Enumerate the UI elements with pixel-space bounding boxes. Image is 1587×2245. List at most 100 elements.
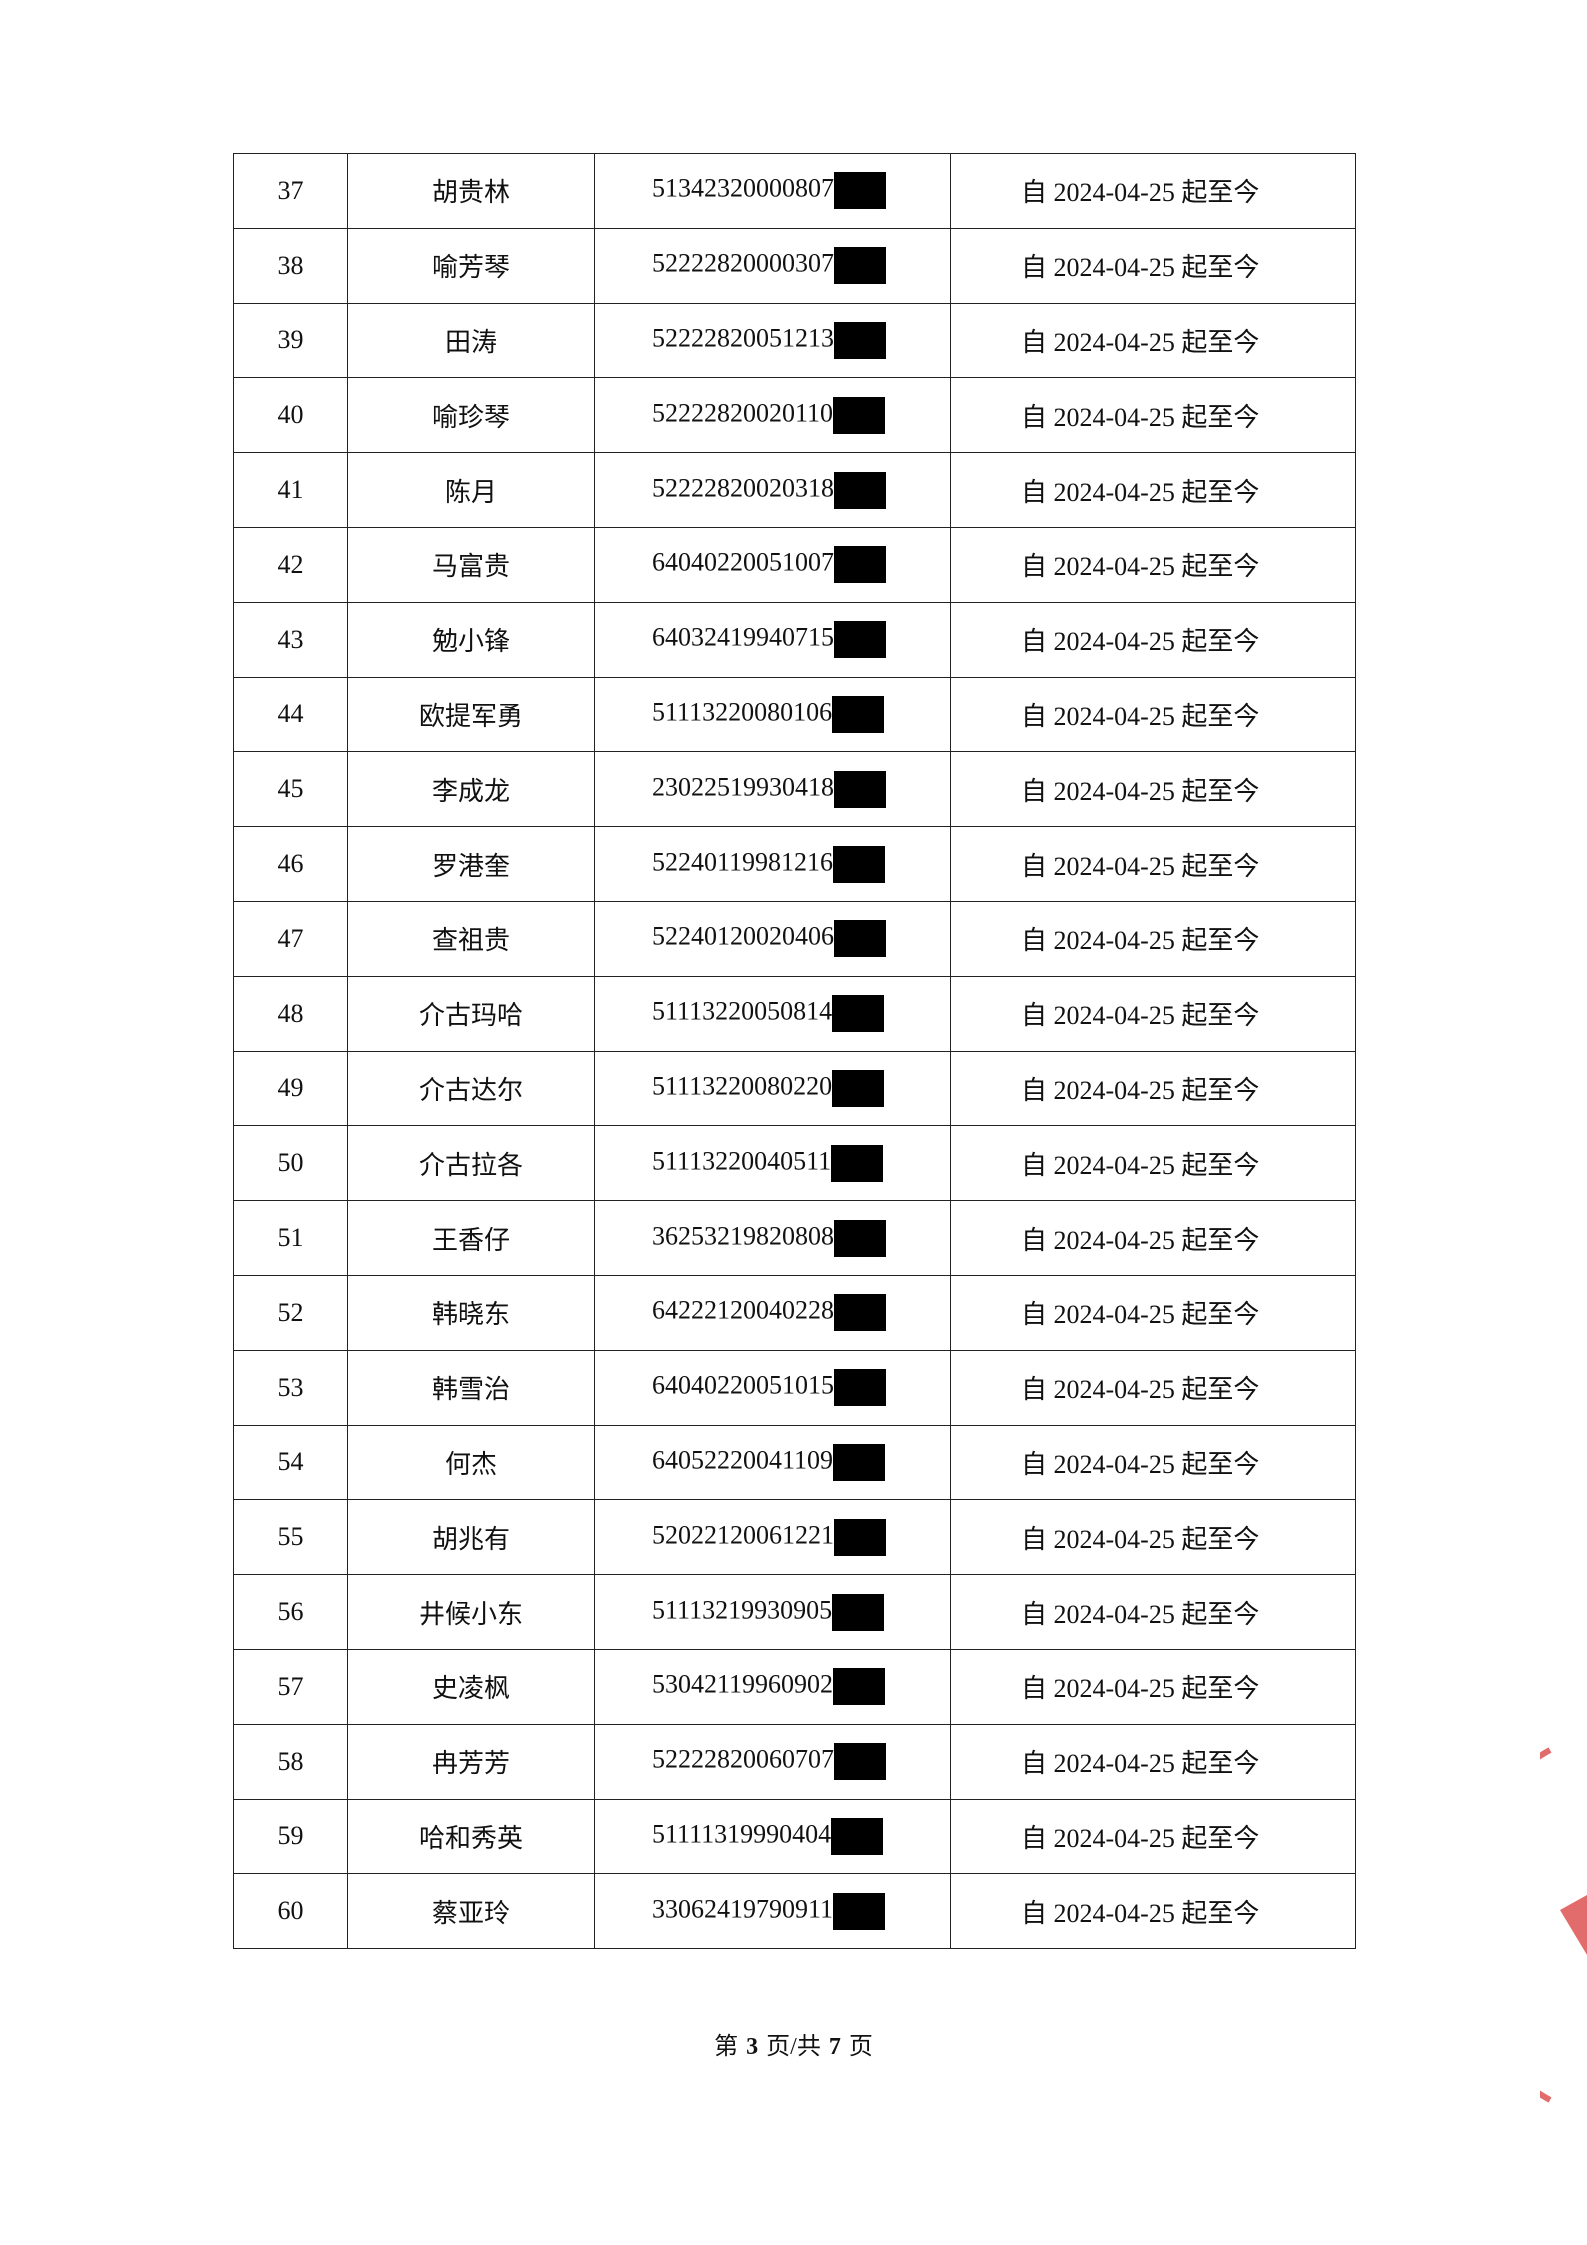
id-text: 51111319990404 <box>652 1819 832 1849</box>
name-text: 查祖贵 <box>431 926 510 956</box>
table-cell: 介古拉各 <box>347 1125 595 1202</box>
table-row: 47 查祖贵 52240120020406 自 2024-04-25 起至今 <box>233 900 1356 977</box>
name-text: 田涛 <box>444 327 497 357</box>
id-text: 33062419790911 <box>652 1894 834 1924</box>
name-text: 喻芳琴 <box>431 253 510 283</box>
num-text: 38 <box>277 250 304 280</box>
table-row: 57 史凌枫 53042119960902 自 2024-04-25 起至今 <box>233 1648 1356 1725</box>
id-text: 52222820000307 <box>652 248 834 278</box>
redaction-box <box>833 1668 886 1706</box>
redaction-box <box>833 1443 886 1481</box>
table-row: 49 介古达尔 51113220080220 自 2024-04-25 起至今 <box>233 1050 1356 1127</box>
period-text: 自 2024-04-25 起至今 <box>1021 1225 1260 1255</box>
footer-text: 页/共 <box>766 2034 821 2060</box>
period-text: 自 2024-04-25 起至今 <box>1021 701 1260 731</box>
period-text: 自 2024-04-25 起至今 <box>1021 178 1260 208</box>
table-cell: 李成龙 <box>347 751 595 828</box>
table-row: 58 冉芳芳 52222820060707 自 2024-04-25 起至今 <box>233 1723 1356 1800</box>
table-cell: 自 2024-04-25 起至今 <box>950 975 1356 1052</box>
id-text: 52222820051213 <box>652 323 834 353</box>
member-table: 37 胡贵林 51342320000807 自 2024-04-25 起至今 38 喻芳琴… <box>233 153 1356 1950</box>
table-cell: 52222820051213 <box>594 302 951 379</box>
table-cell: 52222820060707 <box>594 1723 951 1800</box>
period-text: 自 2024-04-25 起至今 <box>1021 1674 1260 1704</box>
table-cell: 自 2024-04-25 起至今 <box>950 153 1356 229</box>
table-cell: 64222120040228 <box>594 1274 951 1351</box>
table-row: 43 勉小锋 64032419940715 自 2024-04-25 起至今 <box>233 601 1356 678</box>
table-cell: 52222820020110 <box>594 377 951 454</box>
seal-fragment <box>1540 1747 1587 2103</box>
table-cell: 自 2024-04-25 起至今 <box>950 302 1356 379</box>
period-text: 自 2024-04-25 起至今 <box>1021 1599 1260 1629</box>
period-text: 自 2024-04-25 起至今 <box>1021 627 1260 657</box>
table-row: 37 胡贵林 51342320000807 自 2024-04-25 起至今 <box>233 153 1356 229</box>
table-cell: 自 2024-04-25 起至今 <box>950 1499 1356 1576</box>
table-cell: 60 <box>233 1873 348 1950</box>
table-cell: 史凌枫 <box>347 1648 595 1725</box>
period-text: 自 2024-04-25 起至今 <box>1021 253 1260 283</box>
table-cell: 自 2024-04-25 起至今 <box>950 900 1356 977</box>
redaction-box <box>834 621 886 659</box>
table-row: 39 田涛 52222820051213 自 2024-04-25 起至今 <box>233 302 1356 379</box>
table-cell: 47 <box>233 900 348 977</box>
num-text: 41 <box>277 475 304 505</box>
redaction-box <box>834 247 886 285</box>
table-cell: 自 2024-04-25 起至今 <box>950 1648 1356 1725</box>
table-row: 46 罗港奎 52240119981216 自 2024-04-25 起至今 <box>233 826 1356 902</box>
num-text: 54 <box>277 1447 304 1477</box>
num-text: 40 <box>277 400 304 430</box>
table-cell: 自 2024-04-25 起至今 <box>950 1200 1356 1276</box>
id-text: 53042119960902 <box>652 1669 834 1699</box>
id-text: 64040220051015 <box>652 1370 834 1400</box>
table-row: 38 喻芳琴 52222820000307 自 2024-04-25 起至今 <box>233 227 1356 304</box>
table-row: 56 井候小东 51113219930905 自 2024-04-25 起至今 <box>233 1574 1356 1650</box>
num-text: 53 <box>277 1372 304 1402</box>
table-cell: 自 2024-04-25 起至今 <box>950 377 1356 454</box>
num-text: 56 <box>277 1597 304 1627</box>
period-text: 自 2024-04-25 起至今 <box>1021 1075 1260 1105</box>
num-text: 45 <box>277 774 304 804</box>
table-cell: 自 2024-04-25 起至今 <box>950 452 1356 528</box>
page-total: 7 <box>828 2034 841 2060</box>
table-cell: 自 2024-04-25 起至今 <box>950 1274 1356 1351</box>
table-cell: 自 2024-04-25 起至今 <box>950 1723 1356 1800</box>
table-cell: 韩雪治 <box>347 1349 595 1426</box>
table-row: 54 何杰 64052220041109 自 2024-04-25 起至今 <box>233 1424 1356 1501</box>
redaction-box <box>834 770 886 808</box>
table-cell: 59 <box>233 1798 348 1875</box>
id-text: 52240120020406 <box>652 921 834 951</box>
table-row: 41 陈月 52222820020318 自 2024-04-25 起至今 <box>233 452 1356 528</box>
table-cell: 39 <box>233 302 348 379</box>
table-cell: 51111319990404 <box>594 1798 951 1875</box>
table-cell: 胡贵林 <box>347 153 595 229</box>
table-cell: 51113220040511 <box>594 1125 951 1202</box>
redaction-box <box>834 1743 886 1781</box>
name-text: 井候小东 <box>418 1599 523 1629</box>
name-text: 蔡亚玲 <box>431 1898 510 1928</box>
id-text: 64222120040228 <box>652 1295 834 1325</box>
table-cell: 37 <box>233 153 348 229</box>
num-text: 44 <box>277 699 304 729</box>
table-cell: 23022519930418 <box>594 751 951 828</box>
table-cell: 52240119981216 <box>594 826 951 902</box>
redaction-box <box>831 1817 884 1855</box>
num-text: 52 <box>277 1297 304 1327</box>
table-cell: 51113220080106 <box>594 676 951 753</box>
table-cell: 52240120020406 <box>594 900 951 977</box>
num-text: 49 <box>277 1073 304 1103</box>
table-cell: 45 <box>233 751 348 828</box>
period-text: 自 2024-04-25 起至今 <box>1021 776 1260 806</box>
table-cell: 48 <box>233 975 348 1052</box>
redaction-box <box>834 1369 886 1407</box>
table-cell: 介古达尔 <box>347 1050 595 1127</box>
table-cell: 46 <box>233 826 348 902</box>
period-text: 自 2024-04-25 起至今 <box>1021 477 1260 507</box>
id-text: 51113220080220 <box>652 1071 833 1101</box>
id-text: 64032419940715 <box>652 622 834 652</box>
redaction-box <box>834 471 886 509</box>
table-cell: 自 2024-04-25 起至今 <box>950 1125 1356 1202</box>
table-cell: 41 <box>233 452 348 528</box>
table-cell: 田涛 <box>347 302 595 379</box>
table-cell: 蔡亚玲 <box>347 1873 595 1950</box>
table-cell: 54 <box>233 1424 348 1501</box>
